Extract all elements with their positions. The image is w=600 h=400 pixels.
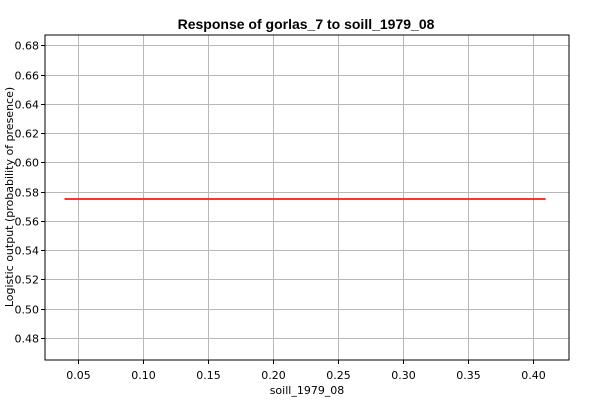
x-tick-label: 0.20 [261, 369, 286, 382]
y-tick-label: 0.52 [15, 274, 40, 287]
y-tick-label: 0.60 [15, 157, 40, 170]
x-tick-label: 0.30 [391, 369, 416, 382]
y-tick-label: 0.50 [15, 304, 40, 317]
plot-area [45, 35, 569, 360]
x-axis-label: soill_1979_08 [270, 384, 345, 397]
chart-title: Response of gorlas_7 to soill_1979_08 [178, 16, 435, 32]
plot-frame [44, 34, 570, 361]
x-tick-label: 0.25 [326, 369, 351, 382]
x-tick-label: 0.15 [196, 369, 221, 382]
y-tick-label: 0.64 [15, 99, 40, 112]
y-tick-label: 0.54 [15, 245, 40, 258]
y-tick-label: 0.66 [15, 70, 40, 83]
y-axis: 0.48 0.50 0.52 0.54 0.56 0.58 0.60 0.62 0.64 0.66… [15, 40, 45, 346]
x-axis: 0.05 0.10 0.15 0.20 0.25 0.30 0.35 0.40 [66, 360, 546, 382]
x-tick-label: 0.10 [131, 369, 156, 382]
y-tick-label: 0.48 [15, 333, 40, 346]
x-tick-label: 0.05 [66, 369, 91, 382]
y-axis-label: Logistic output (probability of presence… [3, 87, 16, 307]
y-tick-label: 0.62 [15, 128, 40, 141]
y-tick-label: 0.68 [15, 40, 40, 53]
x-tick-label: 0.35 [456, 369, 481, 382]
x-tick-label: 0.40 [521, 369, 546, 382]
grid [45, 35, 569, 360]
y-tick-label: 0.56 [15, 216, 40, 229]
y-tick-label: 0.58 [15, 187, 40, 200]
